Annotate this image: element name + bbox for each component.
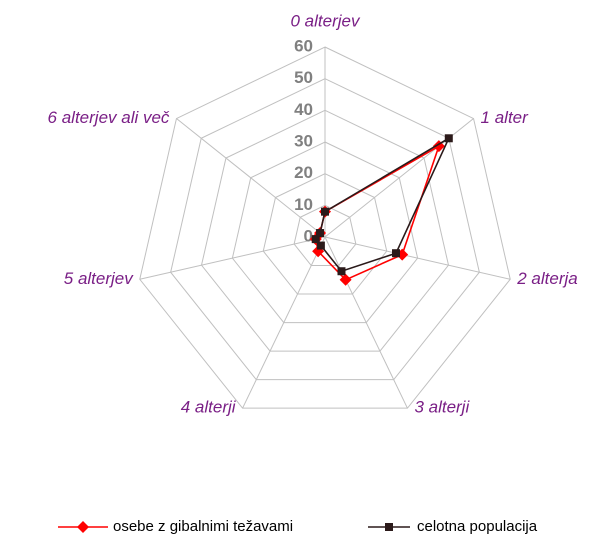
marker [444,134,453,143]
series [311,134,453,276]
tick-label: 60 [294,36,313,55]
axis-label: 3 alterji [414,398,470,417]
series-line [314,136,451,273]
tick-label: 20 [294,163,313,182]
axis-label: 6 alterjev ali več [48,108,170,127]
tick-label: 40 [294,100,313,119]
grid-line [231,141,419,324]
axis-label: 2 alterja [516,269,577,288]
axis-label: 5 alterjev [64,269,134,288]
grid-line [293,204,357,267]
tick-label: 0 [304,226,313,245]
axis-spoke [242,236,326,409]
marker [77,521,89,533]
tick-label: 50 [294,68,313,87]
grid-line [262,173,388,295]
marker [321,207,329,216]
marker [316,241,325,250]
axis-spoke [176,118,326,238]
axis-spoke [324,236,408,409]
legend-label: celotna populacija [417,518,538,535]
axis-label: 1 alter [481,108,530,127]
grid-line [170,78,480,381]
tick-label: 10 [294,195,313,214]
marker [339,273,352,286]
axis-label: 0 alterjev [291,11,361,30]
marker [392,249,401,258]
marker [311,235,320,244]
axis-label: 4 alterji [181,398,237,417]
grid [139,46,511,409]
legend: osebe z gibalnimi težavami celotna popul… [58,518,538,535]
axis-spoke [139,236,326,280]
axis-spoke [324,236,511,280]
legend-label: osebe z gibalnimi težavami [113,518,293,535]
marker [316,229,325,238]
tick-label: 30 [294,131,313,150]
marker [337,267,346,276]
marker [385,523,393,531]
grid-line [139,46,511,409]
